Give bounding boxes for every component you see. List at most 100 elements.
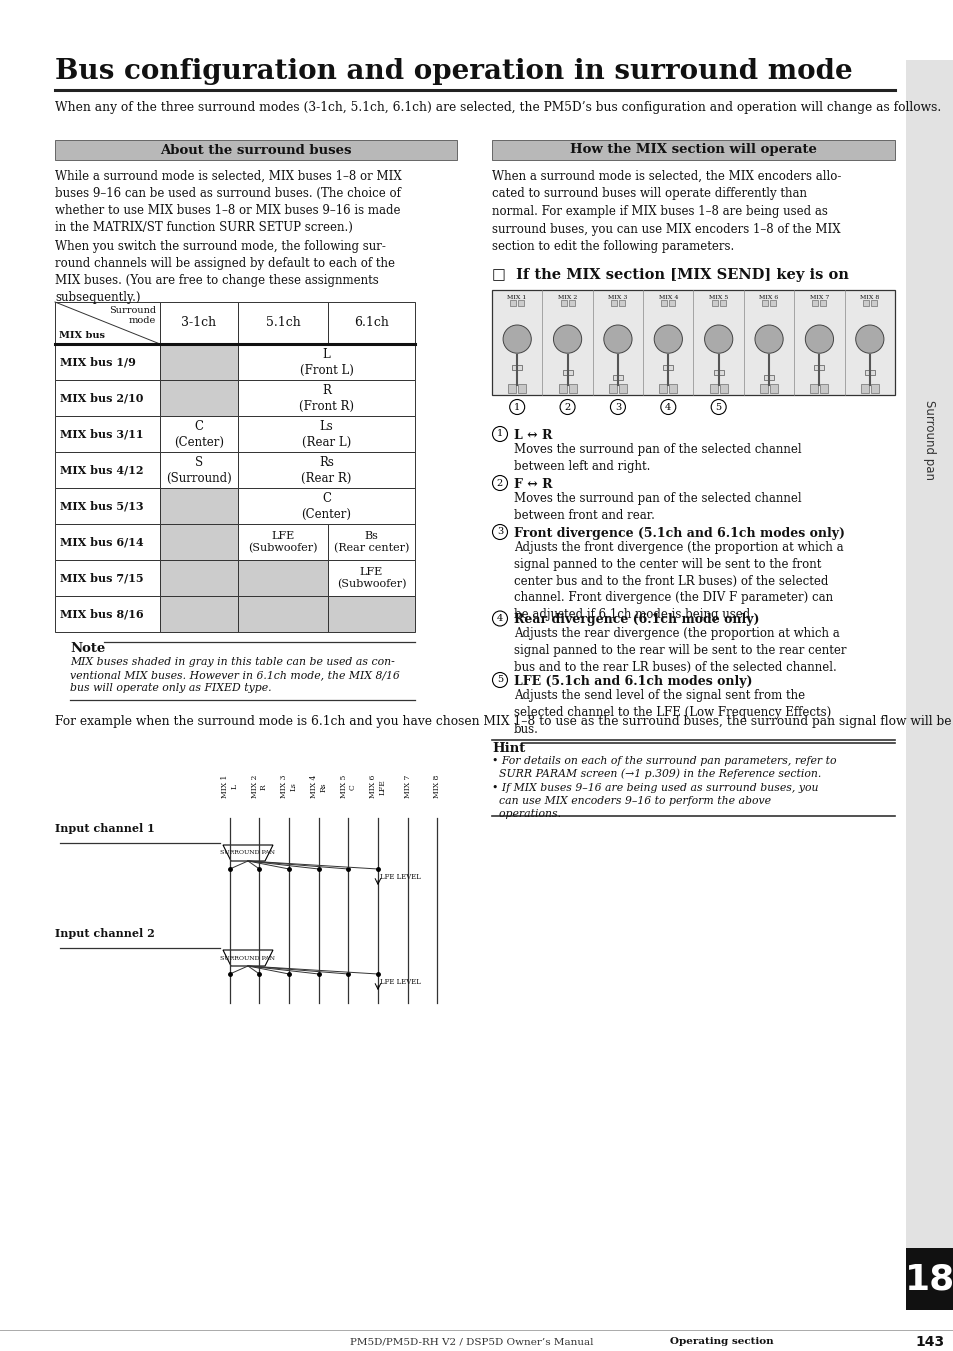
Bar: [237, 416, 415, 453]
Bar: [810, 384, 818, 393]
Bar: [517, 300, 523, 305]
Bar: [608, 384, 617, 393]
Bar: [55, 524, 160, 561]
Bar: [160, 596, 237, 632]
Circle shape: [559, 400, 575, 415]
Text: LFE
(Subwoofer): LFE (Subwoofer): [248, 531, 317, 554]
Bar: [820, 384, 827, 393]
Circle shape: [553, 326, 581, 353]
Text: MIX 6: MIX 6: [759, 295, 778, 300]
Text: 4: 4: [497, 613, 502, 623]
Bar: [55, 345, 160, 380]
Text: Hint: Hint: [492, 743, 525, 755]
Circle shape: [492, 524, 507, 539]
Bar: [160, 524, 237, 561]
Bar: [160, 488, 237, 524]
Text: Moves the surround pan of the selected channel
between front and rear.: Moves the surround pan of the selected c…: [514, 492, 801, 521]
Bar: [328, 596, 415, 632]
Text: Adjusts the rear divergence (the proportion at which a
signal panned to the rear: Adjusts the rear divergence (the proport…: [514, 627, 845, 674]
Text: When a surround mode is selected, the MIX encoders allo-
cated to surround buses: When a surround mode is selected, the MI…: [492, 170, 841, 253]
Text: L ↔ R: L ↔ R: [514, 430, 552, 442]
Text: SURROUND PAN: SURROUND PAN: [220, 955, 275, 961]
Circle shape: [492, 611, 507, 626]
Text: 2: 2: [564, 403, 570, 412]
Bar: [237, 380, 415, 416]
Bar: [659, 384, 666, 393]
Bar: [55, 303, 160, 345]
Text: Adjusts the send level of the signal sent from the
selected channel to the LFE (: Adjusts the send level of the signal sen…: [514, 689, 830, 735]
Bar: [55, 488, 160, 524]
Text: 4: 4: [664, 403, 671, 412]
Text: MIX 7: MIX 7: [809, 295, 828, 300]
Bar: [160, 561, 237, 596]
Text: F ↔ R: F ↔ R: [514, 478, 552, 490]
Text: Front divergence (5.1ch and 6.1ch modes only): Front divergence (5.1ch and 6.1ch modes …: [514, 527, 844, 540]
Bar: [618, 300, 624, 305]
Bar: [905, 59, 953, 1310]
Text: 3: 3: [614, 403, 620, 412]
Text: MIX bus 3/11: MIX bus 3/11: [60, 428, 143, 439]
Text: MIX 5
C: MIX 5 C: [339, 775, 356, 798]
Bar: [55, 453, 160, 488]
Text: How the MIX section will operate: How the MIX section will operate: [570, 143, 816, 157]
Text: MIX 4
Rs: MIX 4 Rs: [310, 775, 327, 798]
Text: LFE LEVEL: LFE LEVEL: [379, 978, 420, 986]
Circle shape: [492, 673, 507, 688]
Bar: [711, 300, 717, 305]
Text: MIX bus: MIX bus: [59, 331, 105, 340]
Text: When any of the three surround modes (3-1ch, 5.1ch, 6.1ch) are selected, the PM5: When any of the three surround modes (3-…: [55, 101, 941, 113]
Bar: [618, 384, 626, 393]
Bar: [492, 141, 894, 159]
Text: Rs
(Rear R): Rs (Rear R): [301, 455, 352, 485]
Bar: [612, 376, 622, 380]
Bar: [328, 561, 415, 596]
Text: Bs
(Rear center): Bs (Rear center): [334, 531, 409, 554]
Text: MIX bus 2/10: MIX bus 2/10: [60, 393, 143, 404]
Text: For example when the surround mode is 6.1ch and you have chosen MIX 1–8 to use a: For example when the surround mode is 6.…: [55, 715, 953, 728]
Bar: [719, 300, 725, 305]
Bar: [237, 524, 328, 561]
Text: MIX bus 8/16: MIX bus 8/16: [60, 608, 144, 620]
Text: SURROUND PAN: SURROUND PAN: [220, 851, 275, 855]
Text: Ls
(Rear L): Ls (Rear L): [301, 420, 351, 449]
Circle shape: [610, 400, 625, 415]
Circle shape: [660, 400, 675, 415]
Bar: [820, 300, 825, 305]
Text: 5: 5: [497, 676, 502, 685]
Bar: [761, 300, 767, 305]
Text: Operating section: Operating section: [669, 1337, 773, 1347]
Circle shape: [492, 476, 507, 490]
Text: LFE LEVEL: LFE LEVEL: [379, 873, 420, 881]
Text: S
(Surround): S (Surround): [166, 455, 232, 485]
Text: □  If the MIX section [MIX SEND] key is on: □ If the MIX section [MIX SEND] key is o…: [492, 267, 848, 282]
Text: MIX 8: MIX 8: [433, 775, 440, 798]
Bar: [812, 300, 818, 305]
Text: Moves the surround pan of the selected channel
between left and right.: Moves the surround pan of the selected c…: [514, 443, 801, 473]
Bar: [237, 561, 328, 596]
Text: When you switch the surround mode, the following sur-
round channels will be ass: When you switch the surround mode, the f…: [55, 240, 395, 304]
Text: 5: 5: [715, 403, 721, 412]
Text: Input channel 1: Input channel 1: [55, 823, 154, 834]
Text: MIX 6
LFE: MIX 6 LFE: [369, 775, 386, 798]
Polygon shape: [223, 950, 273, 966]
Bar: [517, 384, 526, 393]
Text: MIX 3: MIX 3: [608, 295, 627, 300]
Circle shape: [855, 326, 883, 353]
Bar: [814, 365, 823, 370]
Text: Bus configuration and operation in surround mode: Bus configuration and operation in surro…: [55, 58, 852, 85]
Circle shape: [509, 400, 524, 415]
Text: 2: 2: [497, 478, 502, 488]
Text: LFE (5.1ch and 6.1ch modes only): LFE (5.1ch and 6.1ch modes only): [514, 676, 752, 688]
Bar: [709, 384, 717, 393]
Bar: [562, 370, 572, 376]
Bar: [510, 300, 516, 305]
Text: Rear divergence (6.1ch mode only): Rear divergence (6.1ch mode only): [514, 613, 759, 627]
Text: Note: Note: [70, 642, 105, 655]
Bar: [860, 384, 868, 393]
Bar: [719, 384, 727, 393]
Bar: [55, 380, 160, 416]
Bar: [160, 380, 237, 416]
Circle shape: [603, 326, 632, 353]
Circle shape: [654, 326, 681, 353]
Text: 3: 3: [497, 527, 502, 536]
